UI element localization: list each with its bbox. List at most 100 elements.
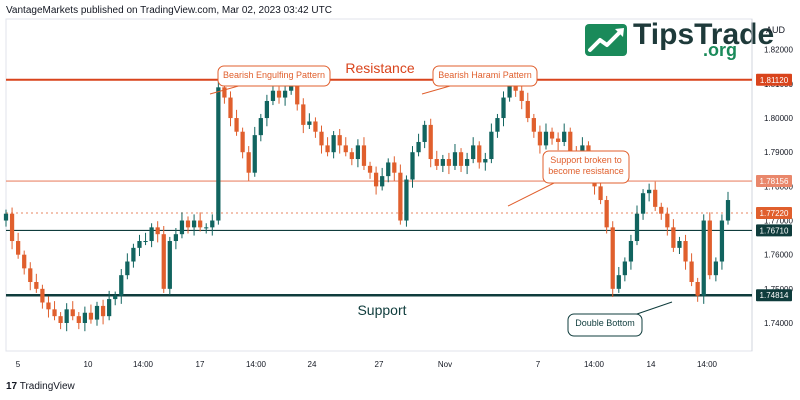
candle-body (725, 200, 731, 221)
candle-body (404, 179, 409, 221)
candle-body (313, 121, 318, 132)
candle-body (113, 295, 118, 300)
candle-body (537, 131, 543, 146)
candle-body (398, 172, 403, 221)
support-broken-callout-text: Support broken to (550, 155, 622, 165)
candle-body (107, 299, 112, 317)
candle-body (179, 220, 185, 235)
candle-body (76, 316, 81, 323)
candle-body (434, 159, 439, 166)
x-tick-label: 14:00 (133, 360, 154, 369)
price-tag (756, 224, 792, 237)
price-tag-label: 1.76710 (760, 226, 789, 235)
x-tick-label: Nov (438, 360, 452, 369)
bearish-engulfing-callout-box (217, 65, 331, 87)
candle-body (343, 145, 348, 153)
bearish-engulfing-callout-text: Bearish Engulfing Pattern (223, 70, 325, 80)
candle-body (270, 90, 276, 101)
candle-body (119, 275, 124, 296)
candle-body (671, 227, 676, 248)
candle-body (22, 254, 27, 269)
candle-body (301, 104, 306, 125)
x-tick-label: 14:00 (697, 360, 718, 369)
candle-body (282, 90, 288, 98)
candle-body (240, 131, 245, 153)
candle-body (331, 135, 336, 153)
candle-body (34, 282, 39, 289)
price-tag-label: 1.78156 (760, 177, 789, 186)
candle-body (562, 131, 567, 142)
x-tick-label: 14:00 (584, 360, 605, 369)
candle-body (555, 138, 561, 142)
double-bottom-callout-box (567, 313, 643, 337)
candle-body (616, 275, 621, 289)
candle-body (452, 152, 458, 166)
candle-body (543, 131, 549, 146)
price-tag (756, 73, 792, 86)
candle-body (707, 220, 712, 276)
candle-body (307, 121, 312, 125)
candle-body (46, 302, 51, 310)
candle-body (519, 90, 524, 101)
current-price-label: 1.77220 (760, 209, 789, 218)
candle-body (610, 227, 615, 289)
candle-body (659, 206, 664, 214)
candle-body (531, 118, 536, 132)
support-label: Support (357, 302, 406, 318)
candle-body (713, 261, 718, 276)
candle-body (640, 193, 646, 214)
candle-body (185, 220, 191, 228)
x-tick-label: 14 (647, 360, 656, 369)
candle-body (489, 131, 494, 160)
candle-body (173, 234, 179, 242)
tradingview-label: TradingView (19, 381, 75, 392)
candle-body (628, 241, 634, 262)
support-broken-callout-text: become resistance (548, 166, 624, 176)
y-tick-label: 1.82000 (764, 46, 793, 55)
candle-body (210, 220, 215, 228)
y-tick-label: 1.79000 (764, 148, 793, 157)
candle-body (319, 131, 324, 146)
candle-body (349, 152, 354, 160)
candle-body (167, 241, 172, 289)
candle-body (295, 80, 300, 105)
x-tick-label: 24 (308, 360, 317, 369)
candle-body (337, 135, 342, 146)
candle-body (416, 141, 421, 153)
candle-body (373, 172, 379, 187)
bearish-harami-callout-text: Bearish Harami Pattern (438, 70, 532, 80)
candle-body (665, 213, 670, 228)
candle-body (58, 316, 63, 323)
candle-body (82, 312, 87, 323)
candle-body (222, 87, 227, 98)
candle-body (677, 241, 682, 248)
candle-body (653, 189, 658, 207)
candle-body (464, 159, 470, 166)
candle-body (458, 152, 464, 166)
logo-sub-text: .org (703, 40, 737, 60)
x-tick-label: 27 (375, 360, 384, 369)
candle-body (325, 145, 330, 153)
candle-body (258, 118, 263, 136)
candle-body (88, 312, 94, 320)
candle-body (64, 309, 69, 323)
candle-body (598, 186, 603, 201)
tradingview-footer: 17 TradingView (6, 381, 75, 392)
x-tick-label: 10 (84, 360, 93, 369)
candle-body (507, 80, 512, 98)
candle-body (719, 220, 725, 262)
publisher-header: VantageMarkets published on TradingView.… (6, 5, 332, 16)
candle-body (143, 241, 148, 243)
y-tick-label: 1.76000 (764, 251, 793, 260)
candle-body (125, 261, 130, 276)
candle-body (701, 220, 706, 296)
candle-body (70, 309, 75, 317)
x-tick-label: 5 (16, 360, 21, 369)
candle-body (428, 124, 433, 160)
resistance-label: Resistance (345, 60, 414, 76)
candle-body (689, 261, 694, 283)
support-broken-callout-box (542, 150, 630, 184)
candle-body (264, 100, 270, 119)
candle-body (234, 118, 239, 132)
